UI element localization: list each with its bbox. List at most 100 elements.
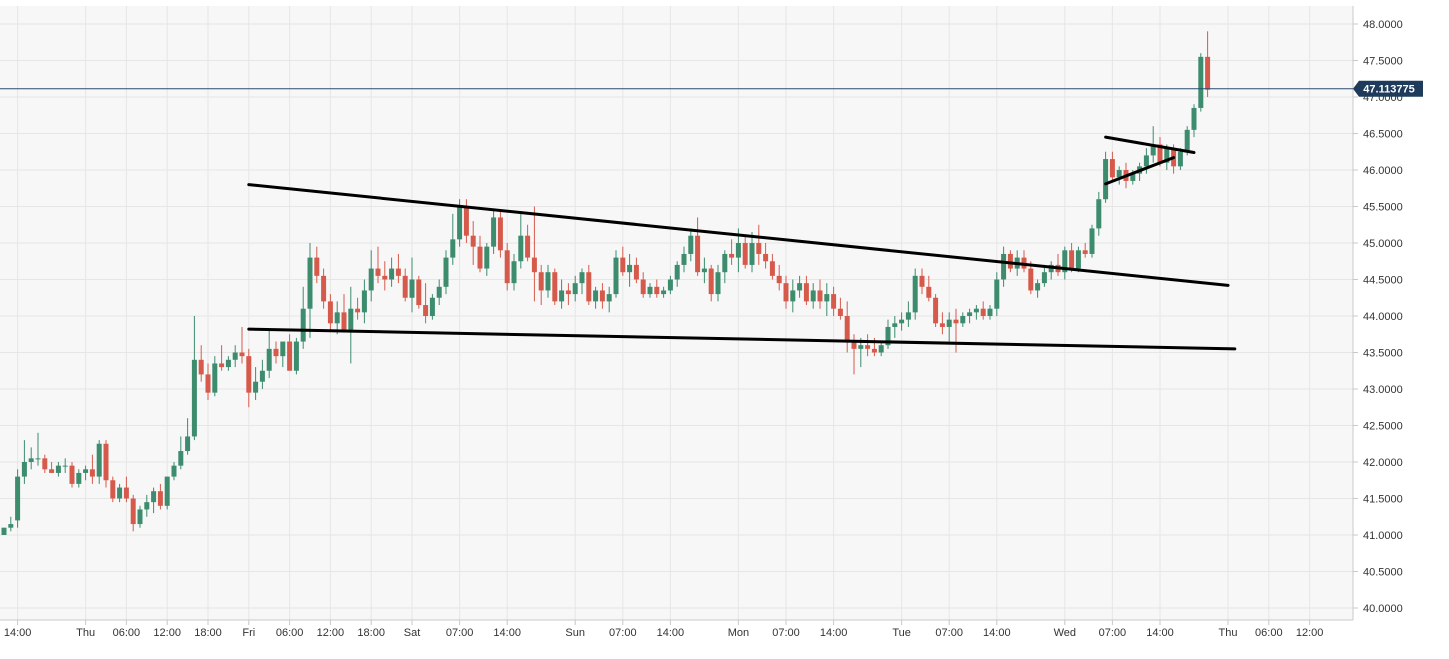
- candle-body: [769, 261, 775, 276]
- candle: [402, 268, 408, 302]
- candle-body: [967, 312, 973, 316]
- candle: [953, 308, 959, 353]
- candle-body: [620, 257, 626, 273]
- candle: [865, 334, 871, 357]
- candle-body: [178, 451, 184, 466]
- candle: [939, 312, 945, 335]
- candle: [334, 301, 340, 335]
- candle-body: [899, 319, 905, 324]
- candle: [300, 286, 306, 349]
- candle: [327, 294, 333, 331]
- y-tick-label: 43.0000: [1363, 384, 1403, 396]
- candle-body: [559, 290, 565, 302]
- x-tick-label: Sun: [565, 627, 585, 639]
- candle: [742, 235, 748, 269]
- x-tick-label: Thu: [1219, 627, 1238, 639]
- candle-body: [293, 341, 299, 371]
- plot-area[interactable]: [0, 6, 1353, 620]
- candle: [491, 210, 497, 254]
- x-tick-label: 07:00: [772, 627, 800, 639]
- candle-body: [504, 250, 510, 284]
- x-tick-label: Wed: [1054, 627, 1076, 639]
- candle: [919, 268, 925, 295]
- candle-body: [858, 345, 864, 349]
- candle-body: [1103, 159, 1109, 200]
- candle-body: [933, 297, 939, 324]
- x-tick-label: 12:00: [317, 627, 345, 639]
- candle: [266, 330, 272, 379]
- candle-body: [1082, 250, 1088, 254]
- candle-body: [525, 235, 531, 258]
- candle-body: [654, 286, 660, 295]
- candle-body: [463, 206, 469, 236]
- trendline: [1104, 135, 1196, 154]
- candle-body: [1191, 107, 1197, 130]
- candle-body: [35, 458, 41, 460]
- candles: [1, 31, 1211, 535]
- candle: [763, 243, 769, 269]
- candle: [701, 257, 707, 284]
- candle-body: [865, 345, 871, 349]
- candle: [55, 462, 61, 477]
- candle-body: [416, 279, 422, 306]
- candle: [559, 279, 565, 309]
- candle: [1191, 104, 1197, 138]
- candle: [225, 356, 231, 371]
- candle-body: [647, 286, 653, 295]
- candle-body: [130, 498, 136, 525]
- candle-body: [953, 319, 959, 324]
- grid: [0, 6, 1353, 620]
- trendline: [1104, 156, 1176, 186]
- candle: [1075, 246, 1081, 273]
- candle-body: [885, 326, 891, 346]
- candle-body: [851, 341, 857, 349]
- candle-body: [756, 243, 762, 254]
- x-tick-label: 07:00: [1099, 627, 1127, 639]
- candle-body: [348, 308, 354, 331]
- candle-body: [892, 323, 898, 327]
- candle: [89, 454, 95, 484]
- candle: [62, 458, 68, 473]
- x-tick-label: 14:00: [493, 627, 521, 639]
- candle-body: [450, 239, 456, 258]
- candle-body: [42, 458, 48, 470]
- candle: [436, 279, 442, 306]
- x-tick-label: 07:00: [446, 627, 474, 639]
- current-price: 47.113775: [0, 80, 1423, 97]
- candle-body: [742, 243, 748, 265]
- candle-body: [361, 290, 367, 313]
- candle-body: [15, 476, 21, 521]
- candle-body: [239, 352, 245, 357]
- candle: [314, 246, 320, 284]
- candle: [361, 279, 367, 324]
- candle-body: [300, 308, 306, 342]
- y-tick-label: 41.5000: [1363, 494, 1403, 506]
- candle-body: [667, 279, 673, 291]
- candle: [368, 250, 374, 302]
- y-tick-label: 48.0000: [1363, 19, 1403, 31]
- candle: [973, 305, 979, 320]
- toolbar-strip: [0, 0, 1449, 6]
- candle: [899, 312, 905, 331]
- candle-body: [28, 458, 34, 462]
- candle: [164, 476, 170, 510]
- candle-body: [497, 217, 503, 251]
- candle: [831, 286, 837, 316]
- candle-body: [205, 374, 211, 393]
- y-tick-label: 43.5000: [1363, 348, 1403, 360]
- candle-body: [1198, 56, 1204, 108]
- candle-body: [919, 275, 925, 287]
- candle-body: [443, 257, 449, 287]
- candle: [790, 279, 796, 313]
- candle: [49, 462, 55, 473]
- y-tick-label: 45.5000: [1363, 202, 1403, 214]
- candle-body: [681, 253, 687, 265]
- candle-body: [994, 279, 1000, 309]
- candle-body: [1096, 199, 1102, 229]
- candle: [185, 418, 191, 455]
- candle-body: [1035, 283, 1041, 291]
- candle-body: [715, 272, 721, 295]
- candle-body: [1205, 56, 1211, 90]
- candle: [960, 312, 966, 327]
